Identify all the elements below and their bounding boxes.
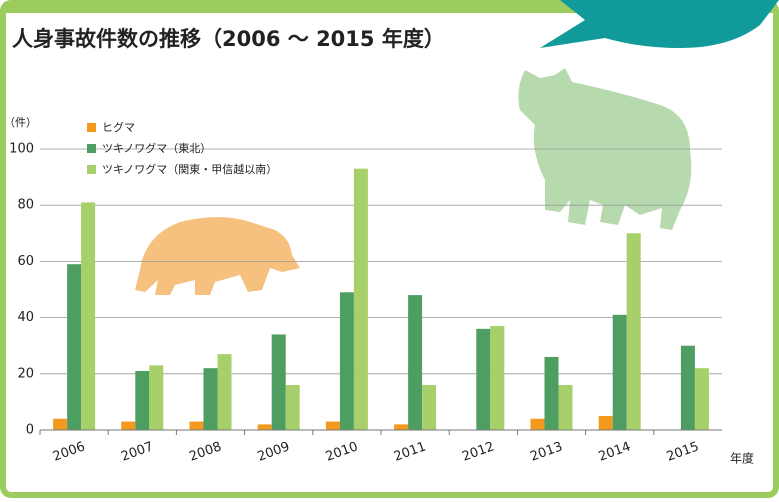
bar [326, 422, 340, 430]
legend-swatch [87, 123, 96, 132]
legend-swatch [87, 165, 96, 174]
bar [394, 424, 408, 430]
y-tick-label: 80 [17, 198, 34, 213]
bar [53, 419, 67, 430]
bar [531, 419, 545, 430]
bar [545, 357, 559, 430]
frame [3, 3, 776, 495]
bar [681, 346, 695, 430]
y-axis-label: （件） [4, 116, 37, 129]
bar [599, 416, 613, 430]
bar [67, 264, 81, 430]
y-tick-label: 60 [17, 254, 34, 269]
bar [286, 385, 300, 430]
legend-label: ツキノワグマ（東北） [102, 141, 211, 155]
bar [408, 295, 422, 430]
bar [121, 422, 135, 430]
bar [340, 292, 354, 430]
bar [272, 334, 286, 430]
y-tick-label: 100 [9, 142, 34, 157]
bar [258, 424, 272, 430]
bar [627, 233, 641, 430]
bar [218, 354, 232, 430]
y-tick-label: 20 [17, 366, 34, 381]
bar [81, 202, 95, 430]
bar [204, 368, 218, 430]
bar [613, 315, 627, 430]
chart: 人身事故件数の推移（2006 ～ 2015 年度） （件） 年度 0 20 40 60… [0, 0, 779, 498]
legend-label: ツキノワグマ（関東・甲信越以南） [102, 162, 277, 176]
bar [422, 385, 436, 430]
bar [190, 422, 204, 430]
y-tick-label: 40 [17, 310, 34, 325]
legend-swatch [87, 144, 96, 153]
bar [559, 385, 573, 430]
bar [695, 368, 709, 430]
legend-label: ヒグマ [102, 120, 135, 134]
bar [476, 329, 490, 430]
bar [135, 371, 149, 430]
bar [149, 365, 163, 430]
bar [490, 326, 504, 430]
x-axis-label: 年度 [730, 451, 754, 466]
bar [354, 169, 368, 430]
chart-title: 人身事故件数の推移（2006 ～ 2015 年度） [12, 27, 445, 51]
y-tick-label: 0 [26, 423, 34, 438]
